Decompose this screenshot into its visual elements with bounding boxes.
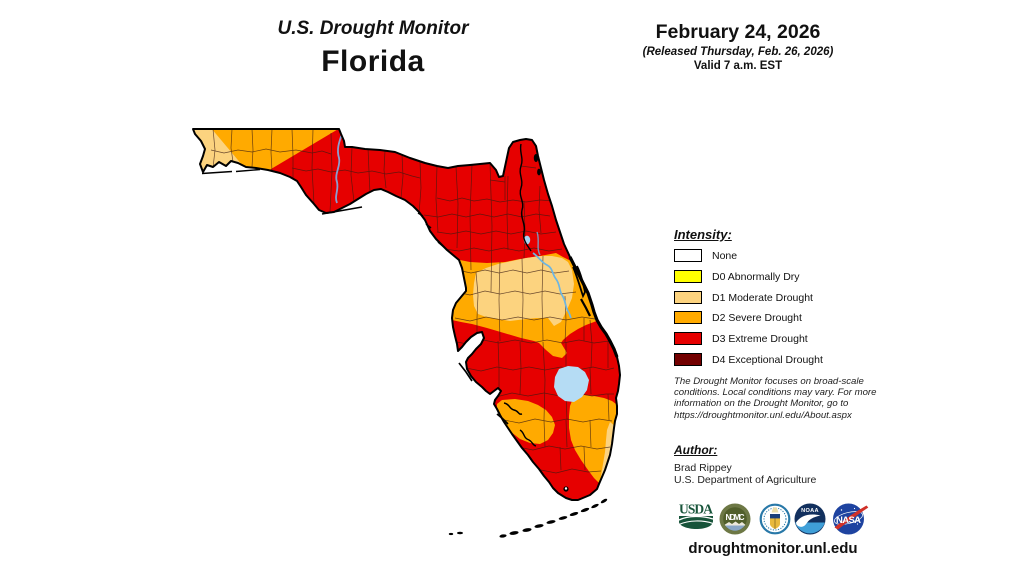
svg-text:USDA: USDA <box>679 502 713 517</box>
svg-text:NDMC: NDMC <box>726 513 745 522</box>
svg-text:NOAA: NOAA <box>801 508 819 514</box>
svg-text:NASA: NASA <box>836 515 861 526</box>
